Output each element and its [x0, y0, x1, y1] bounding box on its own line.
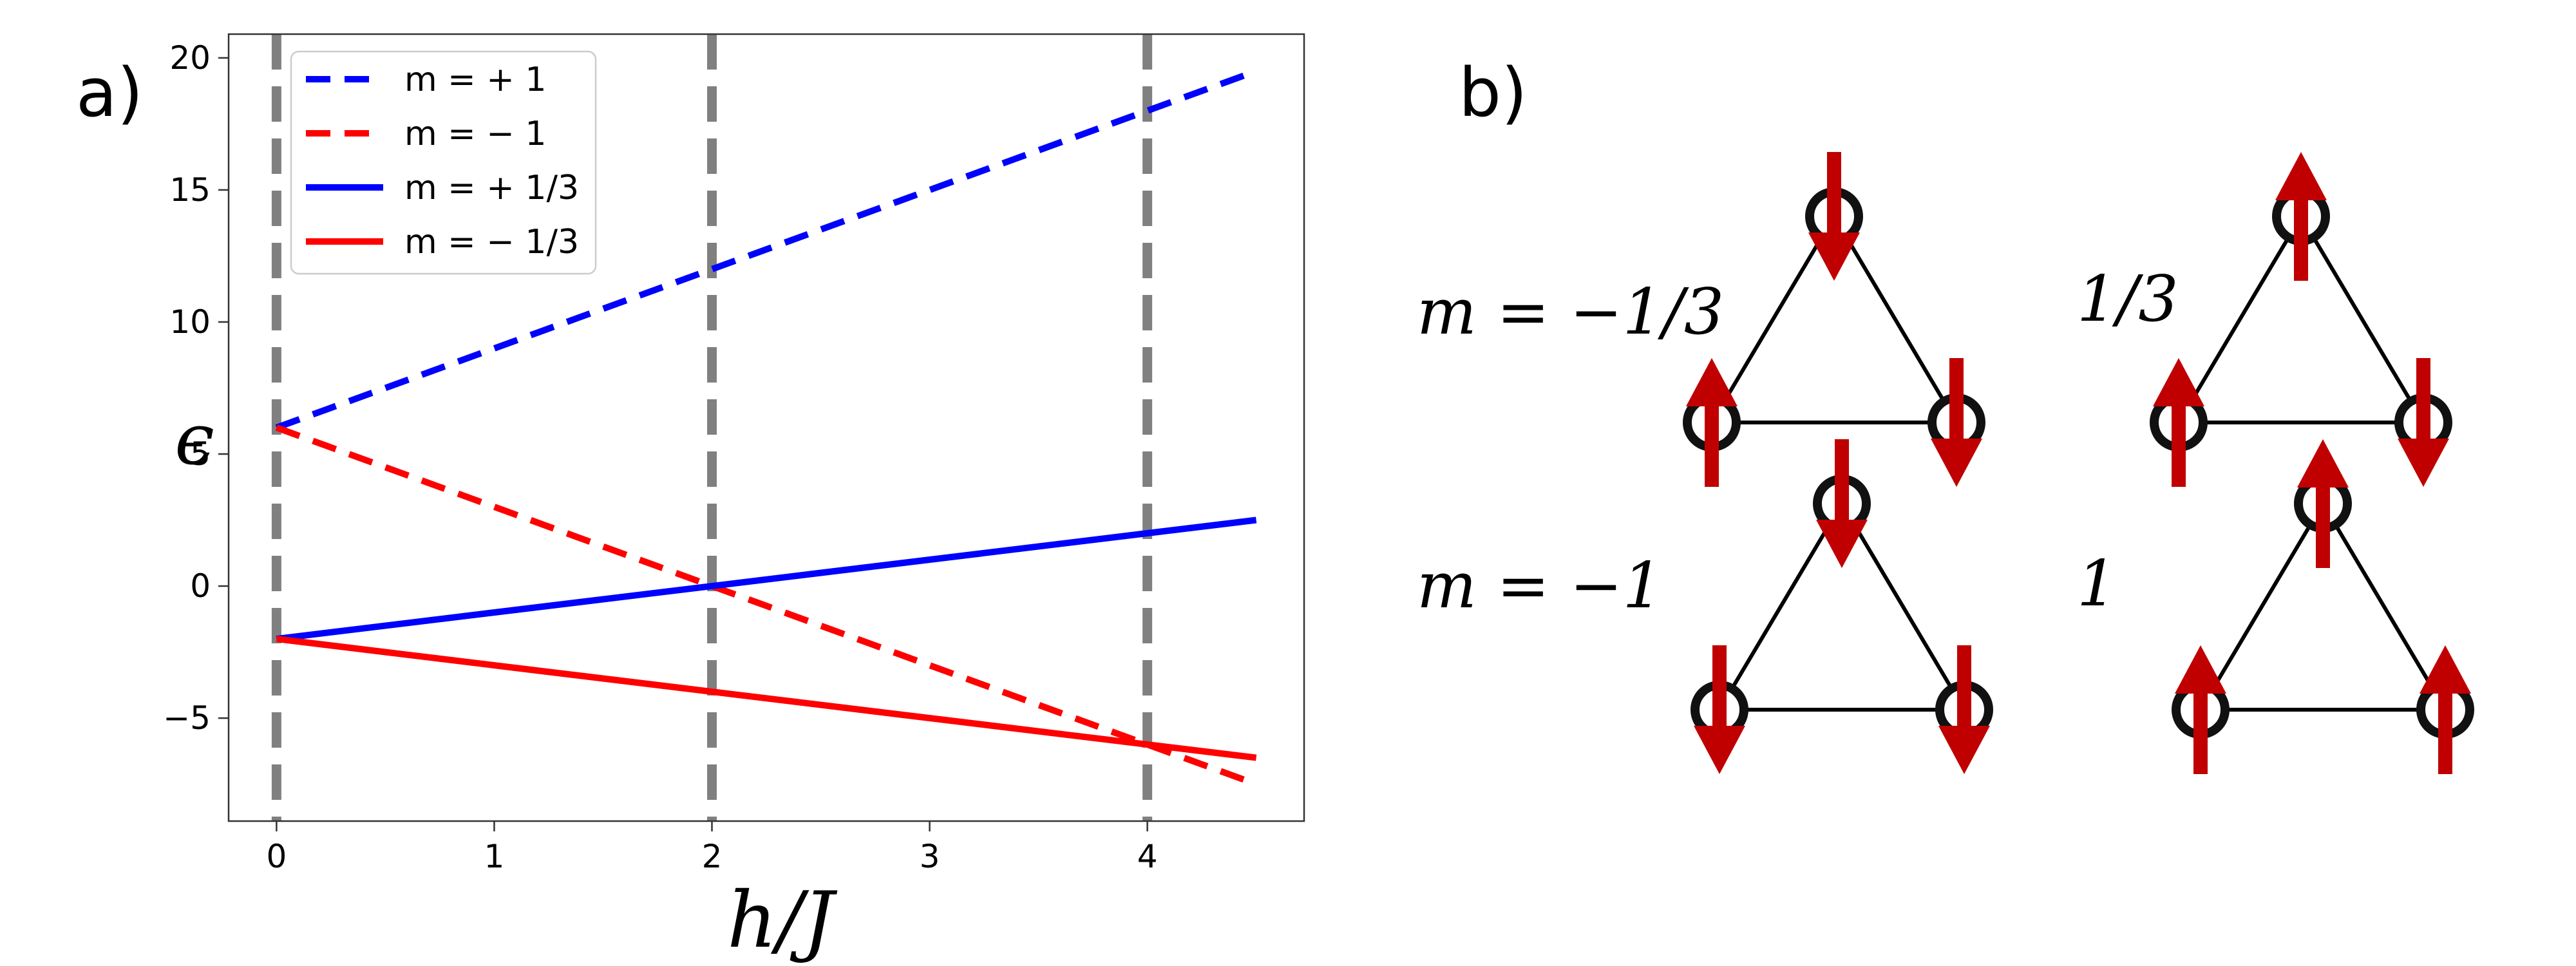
- spin-arrow-head: [1938, 726, 1990, 774]
- x-tick-label: 1: [484, 838, 505, 875]
- spin-triangle-3: [2172, 439, 2474, 774]
- panel-label-a: a): [76, 53, 143, 132]
- x-tick-label: 4: [1137, 838, 1158, 875]
- series-line-1: [275, 424, 1258, 788]
- triangles: [1683, 152, 2474, 774]
- x-tick-label: 2: [702, 838, 723, 875]
- legend-label-2: m = + 1/3: [404, 169, 579, 207]
- panel-label-b: b): [1459, 53, 1528, 132]
- row-label-minus-one: m = −1: [1417, 549, 1663, 623]
- spin-arrow-head: [1694, 726, 1745, 774]
- spin-arrow-head: [2275, 152, 2327, 200]
- legend-label-1: m = − 1: [404, 115, 546, 153]
- spin-triangle-0: [1683, 152, 1985, 487]
- spin-triangle-1: [2150, 152, 2452, 487]
- triangle-edges: [2175, 213, 2427, 424]
- spin-arrow-head: [2153, 358, 2204, 406]
- spin-arrow-head: [2398, 439, 2449, 487]
- spin-triangle-diagrams: m = −1/3 1/3 m = −1 1: [1417, 152, 2474, 774]
- y-axis-ticks: −5 0 5 10 15 20: [163, 39, 229, 737]
- series-line-0: [275, 68, 1258, 431]
- y-axis-label: ϵ: [175, 398, 214, 480]
- right-label-one: 1: [2077, 547, 2117, 621]
- spin-arrow-head: [1808, 232, 1860, 281]
- y-tick-label: −5: [163, 699, 211, 737]
- spin-arrow-head: [1686, 358, 1738, 406]
- y-tick-label: 20: [169, 39, 211, 77]
- series-line-2: [276, 516, 1257, 643]
- spin-arrow-head: [2175, 645, 2226, 694]
- legend-frame: [290, 50, 597, 275]
- triangle-edges: [1708, 213, 1960, 424]
- series-line-3: [276, 636, 1257, 761]
- spin-arrow-head: [2297, 439, 2349, 488]
- spin-arrow-head: [2420, 645, 2471, 694]
- spin-arrow-head: [1816, 520, 1868, 568]
- triangle-edges: [2197, 500, 2449, 712]
- y-tick-label: 10: [169, 303, 211, 341]
- x-axis-label: h/J: [727, 876, 838, 965]
- legend: m = + 1 m = − 1 m = + 1/3 m = − 1/3: [290, 50, 597, 275]
- x-axis-ticks: 0 1 2 3 4: [266, 821, 1158, 875]
- row-label-minus-one-third: m = −1/3: [1417, 276, 1724, 349]
- y-tick-label: 0: [190, 567, 211, 605]
- legend-label-0: m = + 1: [404, 61, 546, 99]
- y-tick-label: 5: [190, 435, 211, 473]
- x-tick-label: 0: [266, 838, 287, 875]
- plot-frame: [227, 33, 1305, 822]
- right-label-one-third: 1/3: [2077, 263, 2179, 336]
- y-tick-label: 15: [169, 171, 211, 209]
- series-lines: [275, 68, 1258, 788]
- x-tick-label: 3: [920, 838, 940, 875]
- triangle-edges: [1716, 500, 1968, 712]
- spin-triangle-2: [1690, 439, 1993, 774]
- spin-arrow-head: [1931, 439, 1982, 487]
- legend-label-3: m = − 1/3: [404, 223, 579, 261]
